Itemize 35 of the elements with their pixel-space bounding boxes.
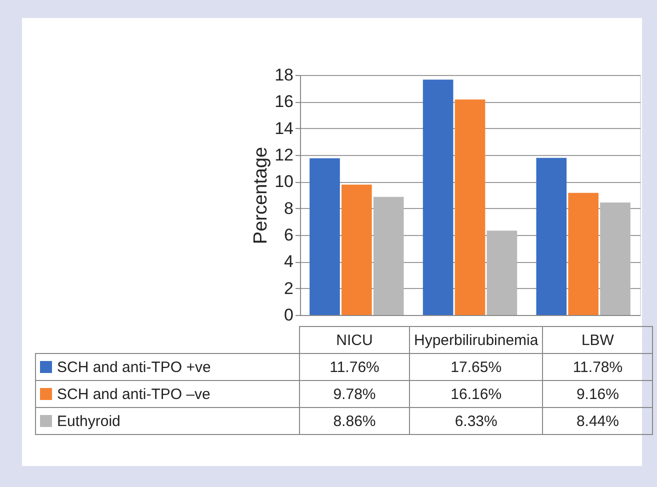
y-tick-label: 6 [284, 226, 294, 244]
data-label: 16.16% [410, 380, 543, 408]
data-label: 9.16% [542, 380, 653, 408]
data-label: 9.78% [300, 380, 410, 408]
data-label: 11.78% [542, 354, 653, 380]
y-tick-label: 16 [274, 92, 294, 112]
bar [310, 158, 340, 315]
bar [600, 202, 630, 315]
bar [342, 184, 372, 315]
bar [568, 192, 598, 315]
data-label: 11.76% [300, 354, 410, 380]
data-label: 6.33% [410, 408, 543, 434]
y-tick-label: 10 [274, 172, 294, 192]
y-tick-label: 8 [284, 198, 294, 218]
y-tick-label: 2 [284, 278, 294, 298]
legend-label: Euthyroid [36, 408, 300, 434]
y-axis-title: Percentage [250, 146, 272, 244]
y-tick-label: 18 [274, 66, 294, 84]
data-label: 8.86% [300, 408, 410, 434]
bar [422, 80, 454, 315]
x-tick-label: LBW [542, 326, 653, 354]
y-tick-label: 0 [284, 306, 294, 324]
y-tick-label: 14 [274, 118, 294, 138]
bar [454, 100, 486, 315]
legend-label: SCH and anti-TPO –ve [36, 380, 300, 408]
data-label: 17.65% [410, 354, 543, 380]
x-tick-label: NICU [300, 326, 410, 354]
y-tick-label: 12 [274, 146, 294, 164]
bar [536, 158, 567, 315]
bar [486, 230, 518, 315]
y-tick-label: 4 [284, 252, 294, 272]
x-tick-label: Hyperbilirubinemia [410, 326, 543, 354]
data-label: 8.44% [542, 408, 653, 434]
bar [373, 196, 404, 315]
legend-label: SCH and anti-TPO +ve [36, 354, 300, 380]
